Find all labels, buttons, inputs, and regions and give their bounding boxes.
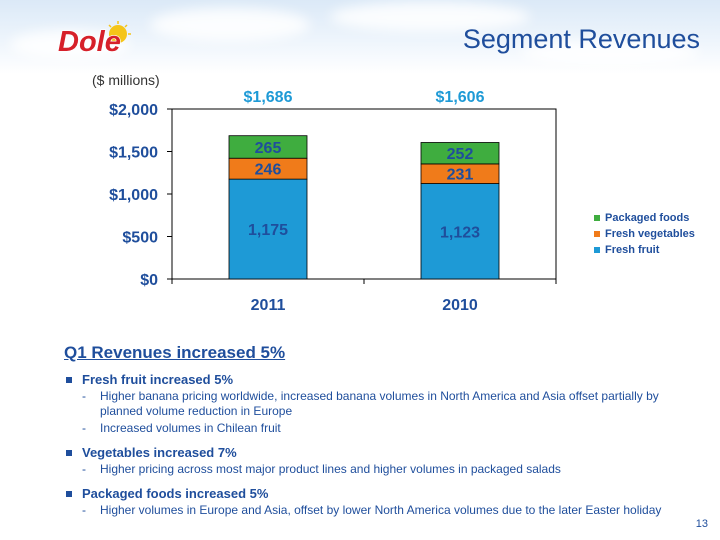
dash-marker: - bbox=[82, 462, 86, 476]
y-tick-label: $500 bbox=[122, 230, 158, 247]
summary-title: Q1 Revenues increased 5% bbox=[64, 343, 286, 362]
legend-swatch bbox=[594, 215, 600, 221]
bar-segment bbox=[420, 183, 500, 280]
y-tick-label: $0 bbox=[140, 272, 158, 289]
logo-text: Dole bbox=[58, 26, 121, 58]
bullet-detail: - Higher volumes in Europe and Asia, offs… bbox=[82, 503, 662, 517]
square-bullet-icon bbox=[66, 491, 72, 497]
x-tick-label: 2010 bbox=[442, 297, 478, 314]
legend-label: Packaged foods bbox=[605, 212, 690, 224]
page-number: 13 bbox=[695, 518, 708, 530]
bar-segment bbox=[420, 142, 500, 165]
legend-swatch bbox=[594, 231, 600, 237]
bullet-heading: Fresh fruit increased 5% bbox=[64, 372, 704, 387]
legend-item: Fresh fruit bbox=[594, 242, 695, 258]
y-tick-label: $1,000 bbox=[109, 187, 158, 204]
bullet-detail: - Higher banana pricing worldwide, increa… bbox=[82, 389, 659, 418]
bar-data-label: 265 bbox=[255, 140, 282, 157]
bullet-heading: Packaged foods increased 5% bbox=[64, 486, 704, 501]
bar-data-label: 252 bbox=[447, 146, 474, 163]
square-bullet-icon bbox=[66, 450, 72, 456]
bullet-detail: - Higher pricing across most major produc… bbox=[82, 462, 561, 476]
bar-segment bbox=[228, 135, 308, 159]
dash-marker: - bbox=[82, 389, 86, 403]
bar-segment bbox=[228, 178, 308, 280]
legend-item: Fresh vegetables bbox=[594, 226, 695, 242]
bar-total-2011: $1,686 bbox=[243, 89, 293, 106]
legend-label: Fresh fruit bbox=[605, 244, 660, 256]
summary-bullets: Fresh fruit increased 5% - Higher banana p… bbox=[64, 372, 704, 518]
legend-item: Packaged foods bbox=[594, 210, 695, 226]
bar-data-label: 246 bbox=[255, 162, 282, 179]
bar-data-label: 1,123 bbox=[440, 224, 480, 241]
bar-total-2010: $1,606 bbox=[435, 89, 485, 106]
bullet-heading: Vegetables increased 7% bbox=[64, 445, 704, 460]
chart-subtitle: ($ millions) bbox=[92, 72, 160, 88]
square-bullet-icon bbox=[66, 377, 72, 383]
dash-marker: - bbox=[82, 503, 86, 517]
x-tick-label: 2011 bbox=[251, 297, 286, 314]
dash-marker: - bbox=[82, 421, 86, 435]
bar-data-label: 1,175 bbox=[248, 222, 288, 239]
bar-data-label: 231 bbox=[447, 167, 474, 184]
legend-label: Fresh vegetables bbox=[605, 228, 695, 240]
chart-legend: Packaged foods Fresh vegetables Fresh frui… bbox=[594, 210, 695, 258]
y-tick-label: $1,500 bbox=[109, 145, 158, 162]
bullet-detail: - Increased volumes in Chilean fruit bbox=[82, 421, 281, 435]
page-title: Segment Revenues bbox=[462, 24, 700, 54]
stacked-bar-chart: $0 $500 $1,000 $1,500 $2,000 1,175 246 265 2011 1… bbox=[109, 102, 557, 314]
legend-swatch bbox=[594, 247, 600, 253]
y-tick-label: $2,000 bbox=[109, 102, 158, 119]
dole-logo: Dole bbox=[57, 21, 131, 58]
